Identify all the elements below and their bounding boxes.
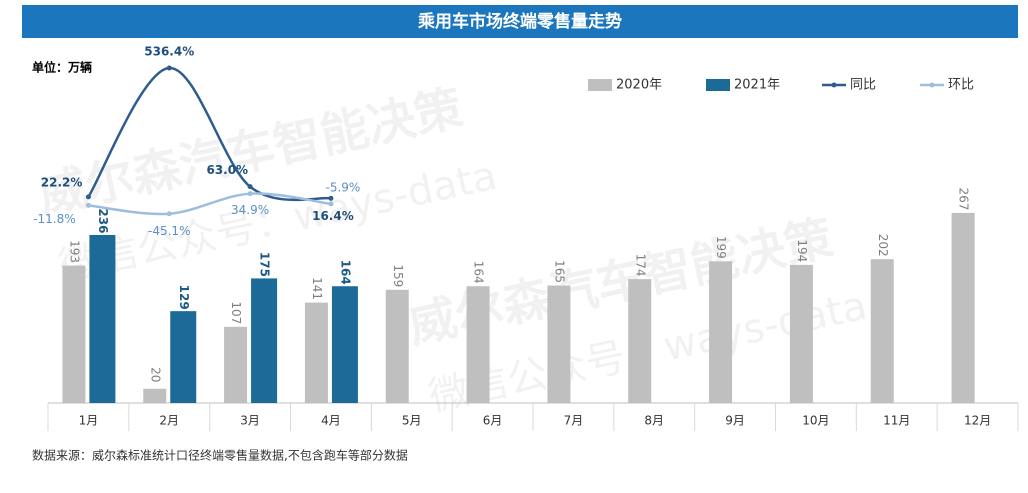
bar-value-label: 164 <box>472 261 486 284</box>
bar-value-label: 129 <box>177 285 191 310</box>
legend-swatch <box>929 82 935 88</box>
bar <box>385 289 409 403</box>
line-value-label: 22.2% <box>41 175 83 189</box>
x-tick-label: 9月 <box>725 414 745 428</box>
line-value-label: 63.0% <box>206 163 248 177</box>
line-value-label: -5.9% <box>326 180 361 194</box>
line-value-label: -45.1% <box>148 224 190 238</box>
legend-label: 2021年 <box>734 78 780 93</box>
bar-value-label: 175 <box>258 252 272 277</box>
line-point <box>328 195 334 201</box>
bar-value-label: 267 <box>957 187 971 210</box>
line <box>88 192 332 216</box>
bar <box>628 279 652 403</box>
x-tick-label: 5月 <box>402 414 422 428</box>
x-tick-label: 11月 <box>883 414 910 428</box>
legend-swatch <box>831 82 837 88</box>
bar <box>331 286 358 403</box>
line-value-label: 34.9% <box>231 203 269 217</box>
line-point <box>85 194 91 200</box>
line-point <box>85 202 91 208</box>
bar-value-label: 194 <box>795 239 809 262</box>
x-tick-label: 8月 <box>644 414 664 428</box>
line-point <box>166 65 172 71</box>
x-tick-label: 7月 <box>564 414 584 428</box>
x-tick-label: 4月 <box>321 414 341 428</box>
bar-value-label: 107 <box>229 301 243 324</box>
bar-value-label: 174 <box>633 254 647 277</box>
bar-value-label: 165 <box>552 260 566 283</box>
bar <box>251 278 278 403</box>
bar-value-label: 202 <box>876 234 890 257</box>
bar <box>547 285 571 403</box>
bar <box>143 388 167 403</box>
legend-swatch <box>706 79 730 91</box>
line-point <box>247 191 253 197</box>
unit-label: 单位：万辆 <box>32 60 92 75</box>
source-note: 数据来源：威尔森标准统计口径终端零售量数据,不包含跑车等部分数据 <box>32 448 408 463</box>
x-tick-label: 12月 <box>964 414 991 428</box>
bar <box>89 234 116 403</box>
bar-value-label: 159 <box>391 264 405 287</box>
line-value-label: 536.4% <box>144 44 194 58</box>
line-point <box>247 184 253 190</box>
bar <box>951 212 975 403</box>
bar <box>224 326 248 403</box>
line <box>87 66 332 202</box>
bar <box>466 286 490 403</box>
bar-value-label: 236 <box>96 208 110 233</box>
x-tick-label: 3月 <box>240 414 260 428</box>
x-tick-label: 1月 <box>79 414 99 428</box>
legend-label: 环比 <box>948 78 974 93</box>
bar <box>62 265 86 403</box>
bar-value-label: 199 <box>714 236 728 259</box>
legend-swatch <box>588 79 612 91</box>
line-value-label: -11.8% <box>33 212 75 226</box>
bar <box>170 311 197 403</box>
x-tick-label: 2月 <box>159 414 179 428</box>
legend-label: 2020年 <box>616 78 662 93</box>
line-point <box>166 211 172 217</box>
chart-title: 乘用车市场终端零售量走势 <box>417 11 622 32</box>
bar <box>789 264 813 403</box>
bar <box>709 261 733 403</box>
bar-value-label: 164 <box>338 260 352 285</box>
bar-value-label: 193 <box>67 240 81 263</box>
title-bar <box>22 5 1018 38</box>
x-tick-label: 6月 <box>483 414 503 428</box>
x-tick-label: 10月 <box>802 414 829 428</box>
line-value-label: 16.4% <box>312 209 354 223</box>
bar <box>870 259 894 403</box>
legend-label: 同比 <box>850 78 876 93</box>
bar-value-label: 141 <box>310 277 324 300</box>
line-point <box>328 201 334 207</box>
bar <box>304 302 328 403</box>
bar-value-label: 20 <box>148 367 162 382</box>
